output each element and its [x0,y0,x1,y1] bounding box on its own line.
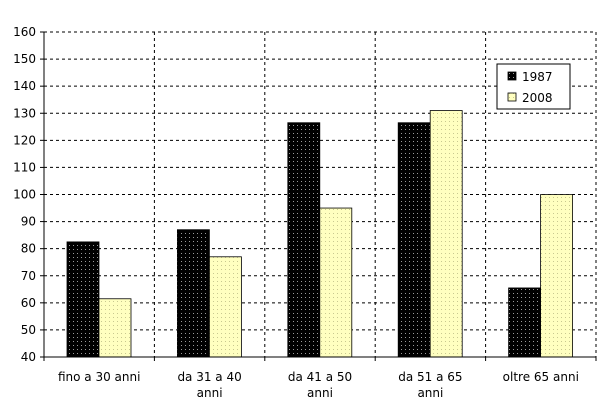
x-tick-label: da 41 a 50 [288,370,352,384]
y-tick-label: 60 [21,296,36,310]
bar-2008-3 [429,110,463,358]
x-tick-label: da 51 a 65 [398,370,462,384]
y-tick-labels: 40 50 60 70 80 90 100 110 120 130 140 150 160 [13,25,36,364]
bar-1987-0 [66,241,100,358]
y-tick-label: 100 [13,188,36,202]
x-tick-label: anni [307,386,333,400]
bar-2008-0 [98,298,132,358]
y-tick-label: 80 [21,242,36,256]
x-tick-label: anni [417,386,443,400]
bars [66,110,573,358]
x-tick-label: anni [197,386,223,400]
x-tick-label: oltre 65 anni [503,370,579,384]
legend-label-2008: 2008 [522,91,553,105]
y-tick-label: 50 [21,323,36,337]
legend-swatch-2008 [507,92,517,102]
y-tick-label: 120 [13,133,36,147]
y-tick-label: 130 [13,106,36,120]
x-tick-labels: fino a 30 anni da 31 a 40 anni da 41 a 50 an… [58,370,579,400]
legend: 1987 2008 [496,63,571,110]
y-tick-label: 150 [13,52,36,66]
bar-1987-2 [287,122,321,358]
bar-1987-4 [508,287,542,358]
bar-2008-1 [208,256,242,358]
y-tick-label: 90 [21,215,36,229]
x-tick-label: fino a 30 anni [58,370,140,384]
bar-1987-1 [176,229,210,358]
legend-box [496,63,571,110]
bar-2008-2 [319,207,353,358]
y-tick-label: 110 [13,160,36,174]
axes [40,31,597,361]
x-tick-label: da 31 a 40 [177,370,241,384]
y-tick-label: 160 [13,25,36,39]
y-tick-label: 140 [13,79,36,93]
y-tick-label: 40 [21,350,36,364]
legend-swatch-1987 [507,71,517,81]
y-tick-label: 70 [21,269,36,283]
bar-1987-3 [397,122,431,358]
bar-2008-4 [540,194,573,358]
legend-label-1987: 1987 [522,70,553,84]
